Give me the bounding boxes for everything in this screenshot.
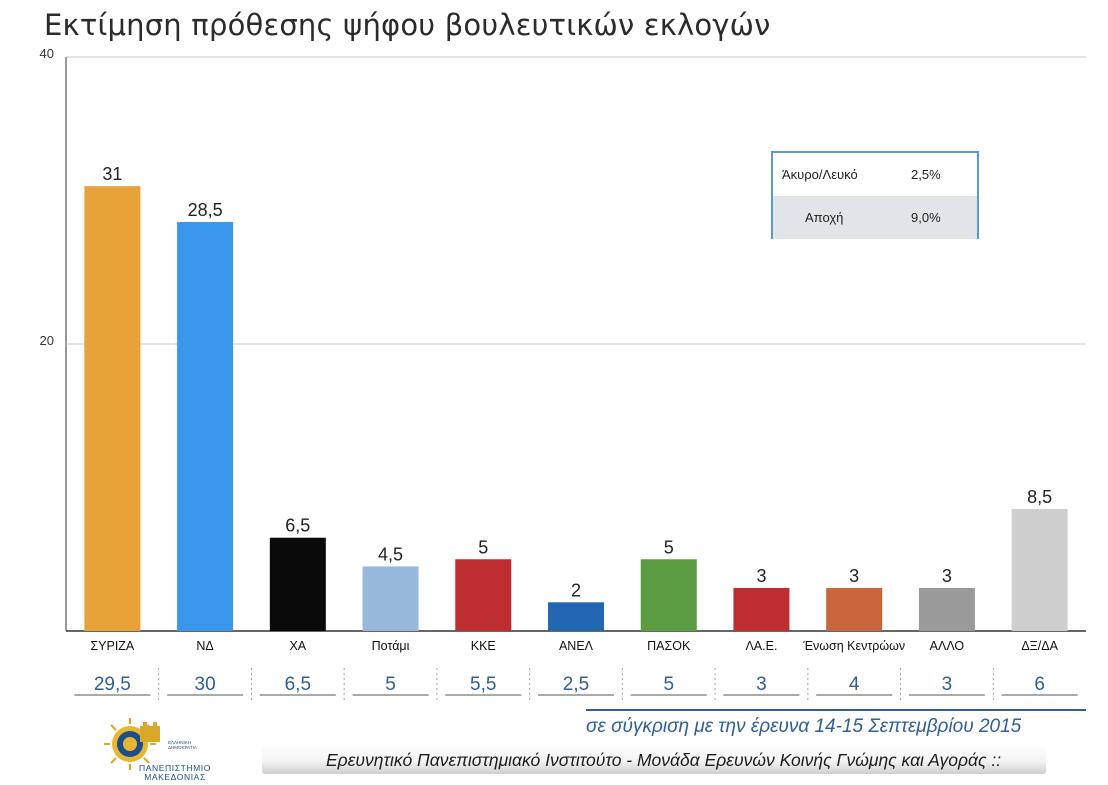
category-label: ΝΔ xyxy=(196,639,213,653)
bar-chart: 20 40 31 28,5 6,5 4,5 5 2 5 3 3 3 8,5 ΣΥΡΙΖΑ ΝΔ ΧΑ Ποτ… xyxy=(0,0,1108,785)
category-label: ΧΑ xyxy=(289,639,306,653)
category-label: ΔΞ/ΔΑ xyxy=(1021,639,1058,653)
y-tick-label: 20 xyxy=(40,333,54,348)
bar-value-label: 3 xyxy=(756,566,766,586)
bar-value-label: 28,5 xyxy=(188,200,223,220)
legend-value: 9,0% xyxy=(911,210,941,225)
category-label: ΠΑΣΟΚ xyxy=(647,639,691,653)
bar-value-label: 6,5 xyxy=(285,516,310,536)
logo-seal-text: ΕΛΛΗΝΙΚΗ ΔΗΜΟΚΡΑΤΙΑ xyxy=(168,740,202,750)
previous-value: 5 xyxy=(385,674,396,695)
bar xyxy=(548,602,604,631)
previous-value: 5 xyxy=(663,674,674,695)
previous-values-row: 29,5 30 6,5 5 5,5 2,5 5 3 4 3 6 xyxy=(74,668,1086,710)
bar xyxy=(455,559,511,631)
legend-name: Άκυρο/Λευκό xyxy=(782,167,858,182)
previous-value: 3 xyxy=(756,674,767,695)
bar xyxy=(84,186,140,631)
bars xyxy=(84,186,1067,631)
invalid-abstention-table: Άκυρο/Λευκό 2,5% Αποχή 9,0% xyxy=(771,151,979,239)
bar-value-label: 5 xyxy=(478,537,488,557)
category-label: ΚΚΕ xyxy=(471,639,496,653)
legend-name: Αποχή xyxy=(805,210,843,225)
category-label: ΑΛΛΟ xyxy=(930,639,965,653)
category-labels: ΣΥΡΙΖΑ ΝΔ ΧΑ Ποτάμι ΚΚΕ ΑΝΕΛ ΠΑΣΟΚ ΛΑ.Ε. Ένωση Κ… xyxy=(90,639,1058,653)
bar-value-label: 3 xyxy=(849,566,859,586)
bar xyxy=(1012,509,1068,631)
bar-value-label: 2 xyxy=(571,580,581,600)
previous-value: 30 xyxy=(195,674,216,695)
legend-row-invalid: Άκυρο/Λευκό 2,5% xyxy=(773,153,977,197)
footer-text: Ερευνητικό Πανεπιστημιακό Ινστιτούτο - Μ… xyxy=(326,750,1001,771)
previous-value: 3 xyxy=(942,674,953,695)
y-tick-label: 40 xyxy=(40,46,54,61)
bar-value-label: 5 xyxy=(664,537,674,557)
bar xyxy=(363,566,419,631)
category-label: Ποτάμι xyxy=(372,639,410,653)
previous-value: 6 xyxy=(1034,674,1045,695)
logo-name: ΠΑΝΕΠΙΣΤΗΜΙΟ ΜΑΚΕΔΟΝΙΑΣ xyxy=(138,764,212,782)
category-label: ΣΥΡΙΖΑ xyxy=(90,639,135,653)
bar xyxy=(270,538,326,631)
bar-value-label: 3 xyxy=(942,566,952,586)
bar xyxy=(919,588,975,631)
previous-value: 5,5 xyxy=(470,674,496,695)
bar-value-label: 31 xyxy=(102,164,122,184)
previous-value: 6,5 xyxy=(285,674,311,695)
comparison-note: σε σύγκριση με την έρευνα 14-15 Σεπτεμβρ… xyxy=(586,716,1021,738)
bar-value-label: 8,5 xyxy=(1027,487,1052,507)
bar xyxy=(641,559,697,631)
bar-value-label: 4,5 xyxy=(378,544,403,564)
bar xyxy=(177,222,233,631)
bar xyxy=(826,588,882,631)
previous-value: 4 xyxy=(849,674,860,695)
category-label: Ένωση Κεντρώων xyxy=(802,639,905,653)
legend-value: 2,5% xyxy=(911,167,941,182)
category-label: ΑΝΕΛ xyxy=(559,639,594,653)
bar xyxy=(733,588,789,631)
previous-value: 29,5 xyxy=(94,674,131,695)
previous-value: 2,5 xyxy=(563,674,589,695)
category-label: ΛΑ.Ε. xyxy=(745,639,777,653)
legend-row-abstention: Αποχή 9,0% xyxy=(773,196,977,239)
